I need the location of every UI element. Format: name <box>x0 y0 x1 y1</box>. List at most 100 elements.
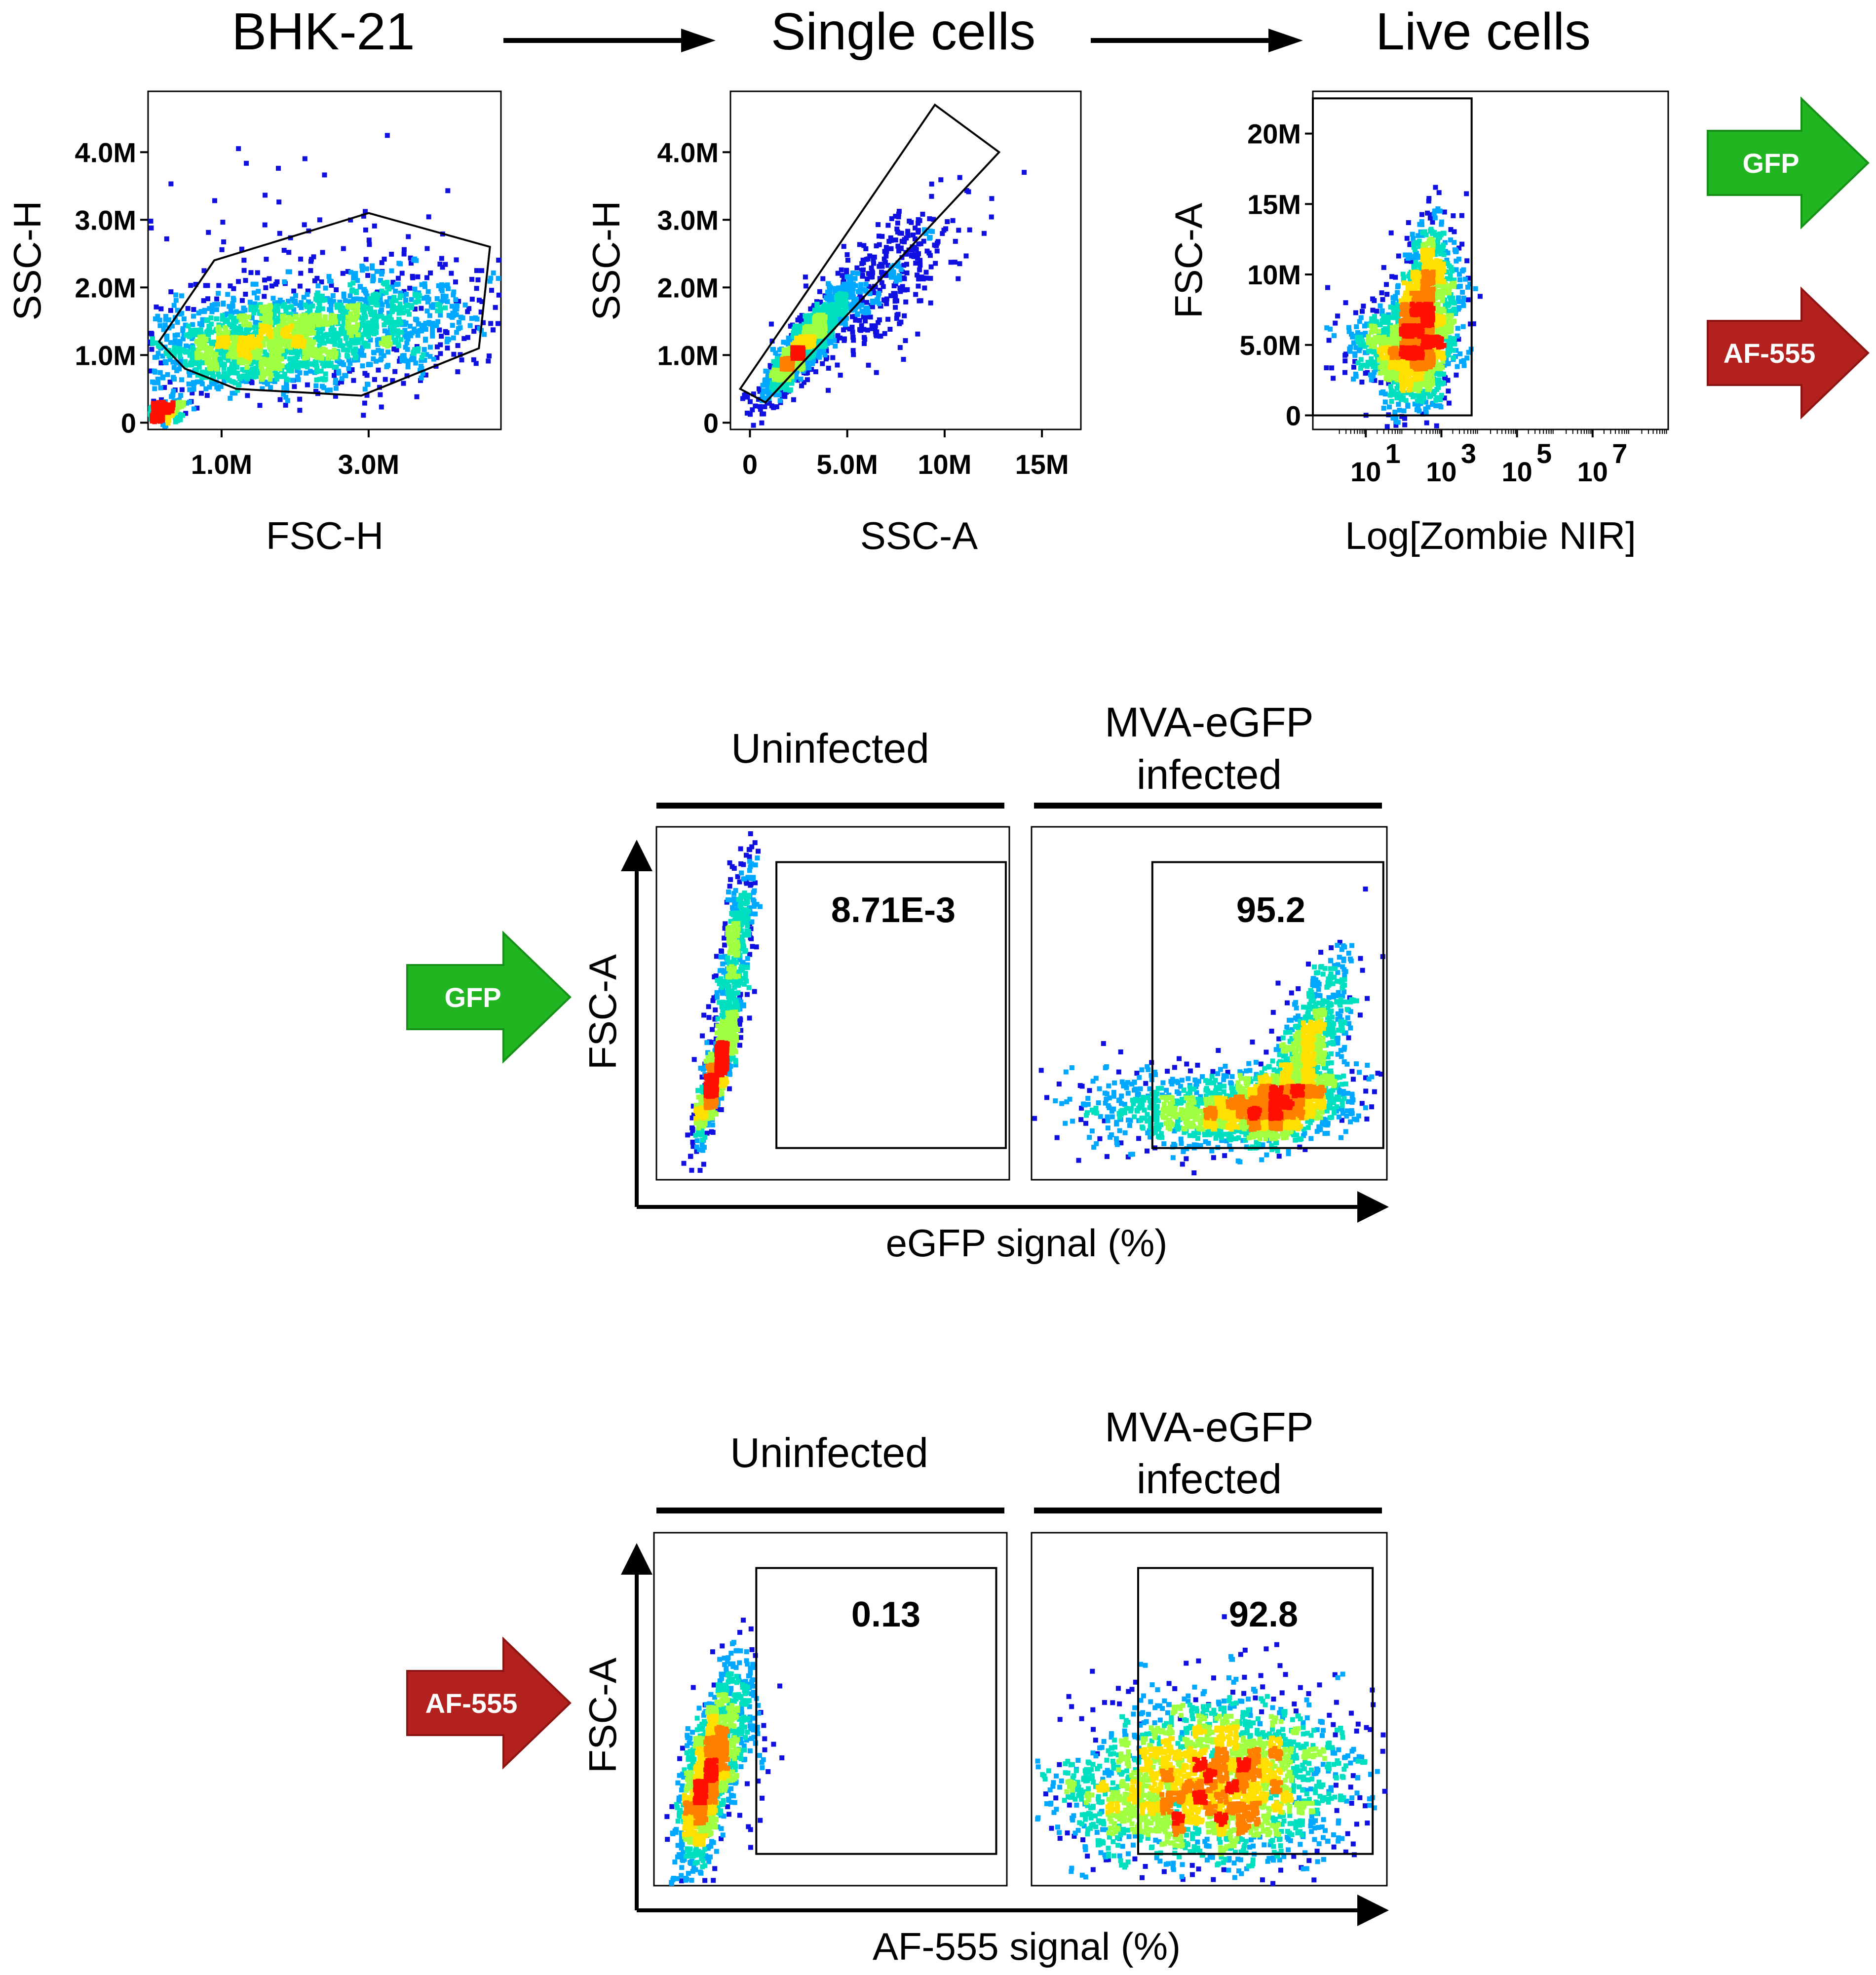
event-dot <box>281 248 287 253</box>
event-dot <box>149 407 154 413</box>
event-dot <box>209 303 215 308</box>
event-dot <box>368 311 374 317</box>
event-dot <box>1407 254 1412 259</box>
event-dot <box>295 368 300 373</box>
event-dot <box>332 348 337 353</box>
event-dot <box>479 268 484 273</box>
event-dot <box>844 274 850 279</box>
event-dot <box>241 356 246 362</box>
event-dot <box>274 373 279 379</box>
event-dot <box>307 308 313 313</box>
event-dot <box>1465 297 1471 303</box>
event-dot <box>348 217 353 223</box>
event-dot <box>829 312 834 317</box>
event-dot <box>866 284 872 289</box>
event-dot <box>805 377 810 383</box>
event-dot <box>390 308 395 313</box>
event-dot <box>284 331 290 336</box>
event-dot <box>850 335 856 340</box>
event-dot <box>267 324 272 330</box>
event-dot <box>163 317 168 322</box>
event-dot <box>1368 349 1374 354</box>
event-dot <box>1378 303 1383 309</box>
event-dot <box>1352 353 1358 358</box>
event-dot <box>363 330 368 335</box>
event-dot <box>777 398 783 403</box>
event-dot <box>1333 320 1338 326</box>
event-dot <box>753 403 758 409</box>
event-dot <box>204 329 209 335</box>
event-dot <box>375 342 381 348</box>
event-dot <box>478 310 484 315</box>
event-dot <box>345 309 350 314</box>
event-dot <box>168 308 173 313</box>
event-dot <box>426 214 431 220</box>
event-dot <box>1434 423 1439 428</box>
event-dot <box>389 335 394 340</box>
event-dot <box>350 348 356 353</box>
event-dot <box>256 351 262 357</box>
event-dot <box>178 356 184 362</box>
event-dot <box>250 351 255 357</box>
event-dot <box>245 338 250 344</box>
event-dot <box>913 261 919 266</box>
event-dot <box>170 323 175 329</box>
x-tick-label: 1.0M <box>191 449 253 480</box>
event-dot <box>1382 318 1387 323</box>
event-dot <box>236 310 242 316</box>
event-dot <box>253 305 258 310</box>
event-dot <box>190 322 195 327</box>
event-dot <box>329 282 334 288</box>
event-dot <box>423 321 428 326</box>
event-dot <box>788 358 793 364</box>
event-dot <box>327 299 333 305</box>
event-dot <box>920 211 925 217</box>
event-dot <box>1454 258 1459 264</box>
event-dot <box>917 267 922 272</box>
event-dot <box>328 317 334 322</box>
event-dot <box>365 273 371 278</box>
event-dot <box>323 371 328 377</box>
event-dot <box>826 297 832 303</box>
event-dot <box>155 313 160 319</box>
event-dot <box>209 379 214 385</box>
event-dot <box>779 375 785 381</box>
event-dot <box>214 385 220 390</box>
event-dot <box>486 358 491 364</box>
event-dot <box>1434 387 1440 392</box>
event-dot <box>237 346 242 351</box>
event-dot <box>1379 308 1385 313</box>
event-dot <box>374 314 380 320</box>
event-dot <box>392 307 398 312</box>
event-dot <box>302 322 307 327</box>
event-dot <box>244 351 249 356</box>
event-dot <box>491 327 496 333</box>
event-dot <box>230 354 235 360</box>
event-dot <box>424 295 429 300</box>
event-dot <box>186 332 191 337</box>
event-dot <box>269 345 275 350</box>
event-dot <box>421 358 427 363</box>
event-dot <box>1363 371 1368 376</box>
event-dot <box>339 379 345 385</box>
event-dot <box>198 331 204 336</box>
event-dot <box>815 312 821 318</box>
event-dot <box>251 310 257 315</box>
event-dot <box>322 172 327 178</box>
event-dot <box>323 348 328 352</box>
event-dot <box>849 302 855 307</box>
event-dot <box>282 317 288 322</box>
event-dot <box>773 350 778 356</box>
event-dot <box>1416 233 1421 238</box>
event-dot <box>826 387 831 393</box>
event-dot <box>1456 245 1462 251</box>
event-dot <box>332 373 337 378</box>
event-dot <box>378 357 383 363</box>
event-dot <box>378 309 383 314</box>
event-dot <box>800 362 805 367</box>
event-dot <box>460 315 465 321</box>
event-dot <box>204 393 210 398</box>
event-dot <box>353 329 358 334</box>
event-dot <box>248 305 254 310</box>
event-dot <box>1460 324 1466 329</box>
